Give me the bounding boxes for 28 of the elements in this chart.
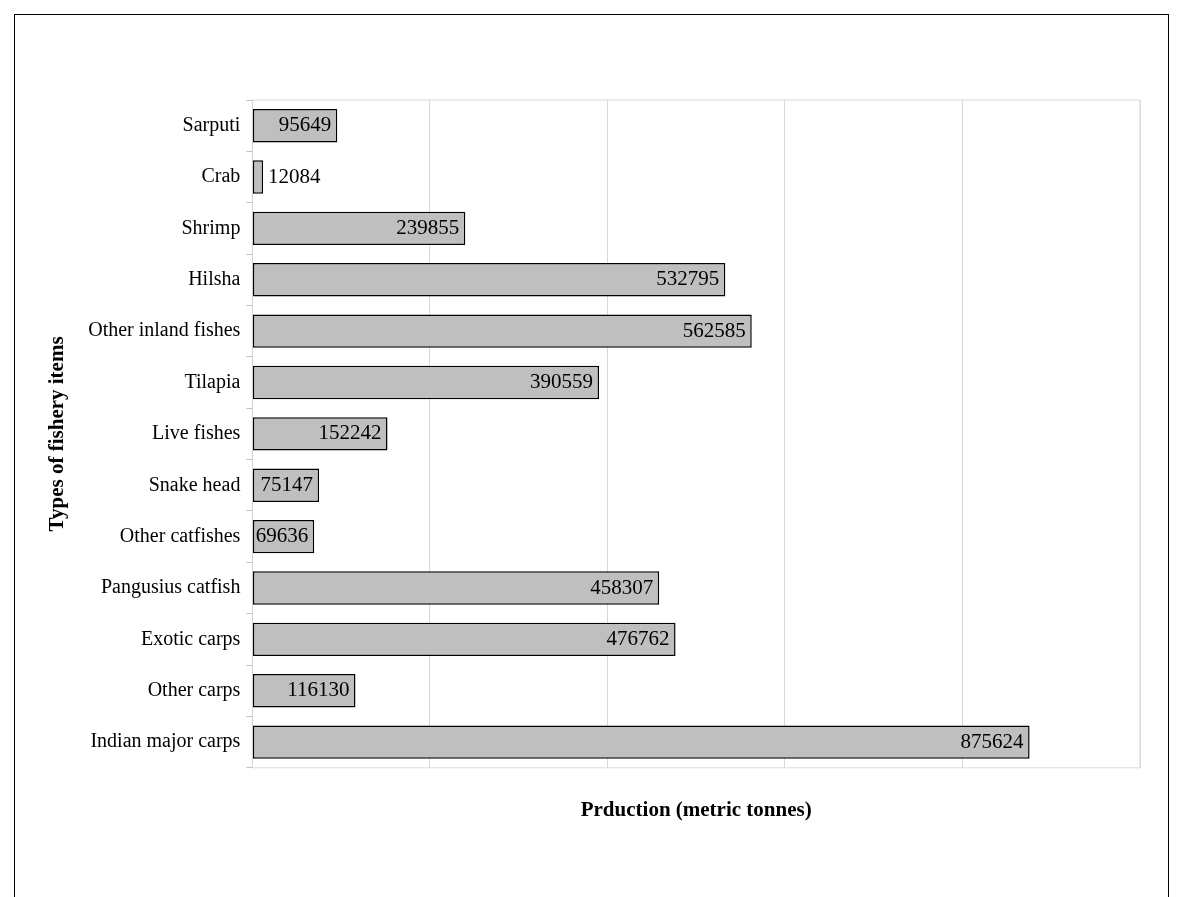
data-label: 390559 [530, 369, 594, 394]
x-axis-title: Prduction (metric tonnes) [580, 796, 812, 821]
data-label: 69636 [255, 523, 309, 548]
data-label: 95649 [278, 112, 332, 137]
data-label: 875624 [960, 728, 1025, 753]
data-label: 562585 [682, 317, 746, 342]
data-label: 239855 [396, 214, 460, 239]
y-tick-label: Other inland fishes [88, 318, 241, 341]
data-label: 458307 [590, 574, 654, 599]
y-tick-label: Pangusius catfish [100, 575, 241, 599]
y-axis-title: Types of fishery items [44, 336, 69, 532]
y-tick-label: Tilapia [184, 369, 241, 393]
data-label: 75147 [260, 471, 314, 496]
y-tick-label: Live fishes [152, 421, 241, 444]
data-label: 152242 [318, 420, 382, 445]
y-tick-label: Snake head [148, 472, 241, 495]
data-label: 532795 [656, 266, 720, 291]
y-tick-label: Indian major carps [90, 729, 241, 753]
data-label: 476762 [606, 625, 670, 650]
y-tick-label: Hilsha [188, 267, 241, 290]
y-tick-label: Sarputi [182, 112, 241, 136]
y-tick-label: Shrimp [181, 215, 241, 239]
y-tick-label: Other carps [147, 678, 241, 701]
data-label: 116130 [287, 677, 350, 702]
y-tick-label: Other catfishes [119, 523, 241, 546]
data-label: 12084 [268, 163, 322, 188]
y-tick-label: Crab [201, 164, 241, 187]
y-tick-label: Exotic carps [140, 626, 241, 650]
